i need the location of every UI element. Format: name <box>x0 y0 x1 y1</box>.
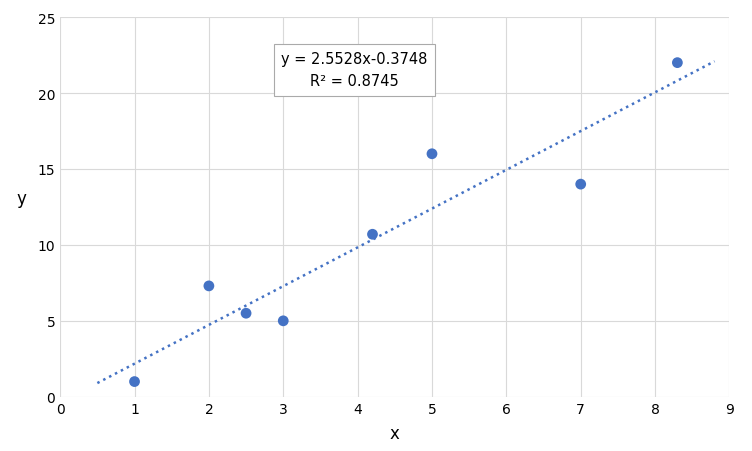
Point <box>672 60 684 67</box>
Point <box>129 378 141 385</box>
Point <box>426 151 438 158</box>
Point <box>203 283 215 290</box>
Point <box>240 310 252 317</box>
Y-axis label: y: y <box>16 189 26 207</box>
Point <box>277 318 290 325</box>
Point <box>575 181 587 189</box>
Text: y = 2.5528x-0.3748
R² = 0.8745: y = 2.5528x-0.3748 R² = 0.8745 <box>281 52 428 89</box>
X-axis label: x: x <box>390 424 400 442</box>
Point <box>366 231 378 238</box>
